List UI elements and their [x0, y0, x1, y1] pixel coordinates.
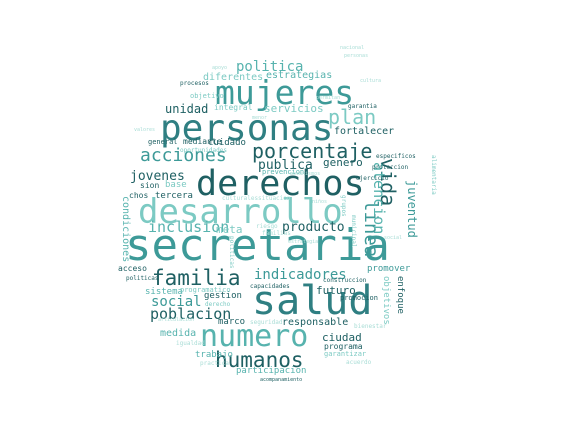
word-acceso: acceso	[118, 264, 147, 273]
word-indicadores: indicadores	[254, 267, 347, 283]
word-menor: menor	[252, 115, 268, 121]
word-oportunidades: oportunidades	[180, 147, 227, 154]
word-chos: chos	[129, 191, 149, 200]
word-permitan: permitan	[316, 95, 341, 101]
word-jovenes: jovenes	[130, 169, 185, 184]
word-humanos: humanos	[215, 348, 304, 372]
word-politicas: politicas	[126, 275, 159, 282]
word-igualdad: igualdad	[176, 340, 205, 347]
word-medida: medida	[160, 328, 197, 339]
word-responsable: responsable	[282, 317, 349, 328]
word-mecanismos: mecanismos	[290, 171, 321, 177]
word-ejercicio: ejercicio	[356, 175, 389, 182]
word-base: base	[165, 180, 187, 190]
word-capacidades: capacidades	[250, 283, 290, 290]
word-unidad: unidad	[165, 102, 209, 116]
word-personas-small: personas	[344, 53, 369, 59]
word-acompanamiento: acompanamiento	[260, 377, 303, 383]
word-participacion: participacion	[236, 366, 307, 376]
word-secretaria: secretaria	[125, 220, 390, 271]
word-apoyo: apoyo	[212, 65, 228, 71]
word-politica: politica	[236, 59, 304, 75]
word-gestion: gestion	[204, 291, 242, 301]
word-garantia: garantia	[348, 103, 377, 110]
word-trabajo: trabajo	[195, 350, 233, 360]
word-producto: producto	[282, 220, 345, 235]
word-programatico: programatico	[180, 286, 231, 294]
word-diferentes: diferentes	[203, 72, 264, 83]
word-cuidado: cuidado	[208, 138, 246, 148]
word-situacion: situacion	[258, 195, 291, 202]
word-promover: promover	[367, 264, 411, 274]
word-inclusion: inclusion	[148, 218, 230, 236]
word-especificos: especificos	[376, 153, 416, 160]
word-programa: programa	[324, 342, 363, 351]
word-meta: meta	[216, 223, 243, 236]
word-condiciones: condiciones	[120, 196, 131, 263]
word-fortalecer: fortalecer	[334, 126, 395, 137]
word-articulacion: articulacion	[158, 317, 195, 323]
word-numero: numero	[200, 319, 309, 354]
word-valores: valores	[134, 127, 156, 133]
word-practica: practica	[200, 360, 229, 367]
word-cultura: cultura	[360, 78, 382, 84]
word-politicas-v: politicas	[228, 236, 235, 269]
word-desarrollo: desarrollo	[138, 192, 343, 232]
word-acciones: acciones	[140, 145, 227, 166]
word-servicios: servicios	[264, 102, 324, 115]
word-futuro: futuro	[316, 284, 356, 297]
word-atencion: atencion	[370, 162, 388, 235]
word-marco: marco	[218, 317, 246, 327]
word-alimentaria: alimentaria	[430, 155, 437, 195]
word-prevencion: prevencion	[262, 168, 305, 176]
word-municipal: municipal	[350, 215, 357, 248]
word-bienestar: bienestar	[354, 323, 387, 330]
word-enfoque: enfoque	[395, 276, 405, 314]
word-publica: publica	[258, 158, 313, 173]
word-sistema: sistema	[145, 287, 183, 297]
word-proteccion: proteccion	[372, 164, 409, 171]
word-procesos: procesos	[180, 80, 209, 87]
word-genero: genero	[323, 156, 363, 169]
word-estrategia: estrategia	[288, 239, 319, 245]
word-derechos: derechos	[196, 164, 365, 204]
word-general: general	[148, 138, 178, 146]
word-nacional: nacional	[340, 45, 365, 51]
word-seguridad: seguridad	[250, 319, 283, 326]
word-mujeres: mujeres	[215, 73, 355, 112]
word-social: social	[151, 294, 202, 310]
word-construccion: construccion	[323, 277, 367, 284]
word-ciudad: ciudad	[322, 331, 362, 344]
word-social-small: social	[384, 235, 403, 241]
word-ninos: niños	[312, 199, 328, 205]
word-mediante: mediante	[183, 137, 222, 146]
word-sion: sion	[140, 181, 160, 190]
word-objetivo: objetivo	[190, 92, 224, 100]
word-garantizar: garantizar	[324, 350, 367, 358]
word-poblacion: poblacion	[150, 305, 232, 323]
word-salud: salud	[252, 278, 373, 324]
word-objetivos: objetivos	[381, 276, 391, 325]
word-tercera: tercera	[155, 191, 193, 201]
word-derecho: derecho	[205, 301, 231, 308]
word-juventud: juventud	[405, 180, 419, 238]
word-estrategias: estrategias	[266, 70, 333, 81]
word-integral: integral	[214, 103, 253, 112]
word-familia: familia	[152, 266, 241, 290]
word-promocion: promocion	[340, 294, 378, 302]
word-riesgo: riesgo	[256, 223, 278, 230]
word-plan: plan	[328, 105, 377, 129]
word-acuerdo: acuerdo	[346, 359, 372, 366]
word-porcentaje: porcentaje	[252, 139, 373, 163]
word-grupos: grupos	[340, 195, 347, 217]
word-personas: personas	[160, 108, 334, 149]
word-familias: familias	[262, 230, 291, 237]
word-culturales: culturales	[222, 195, 259, 202]
